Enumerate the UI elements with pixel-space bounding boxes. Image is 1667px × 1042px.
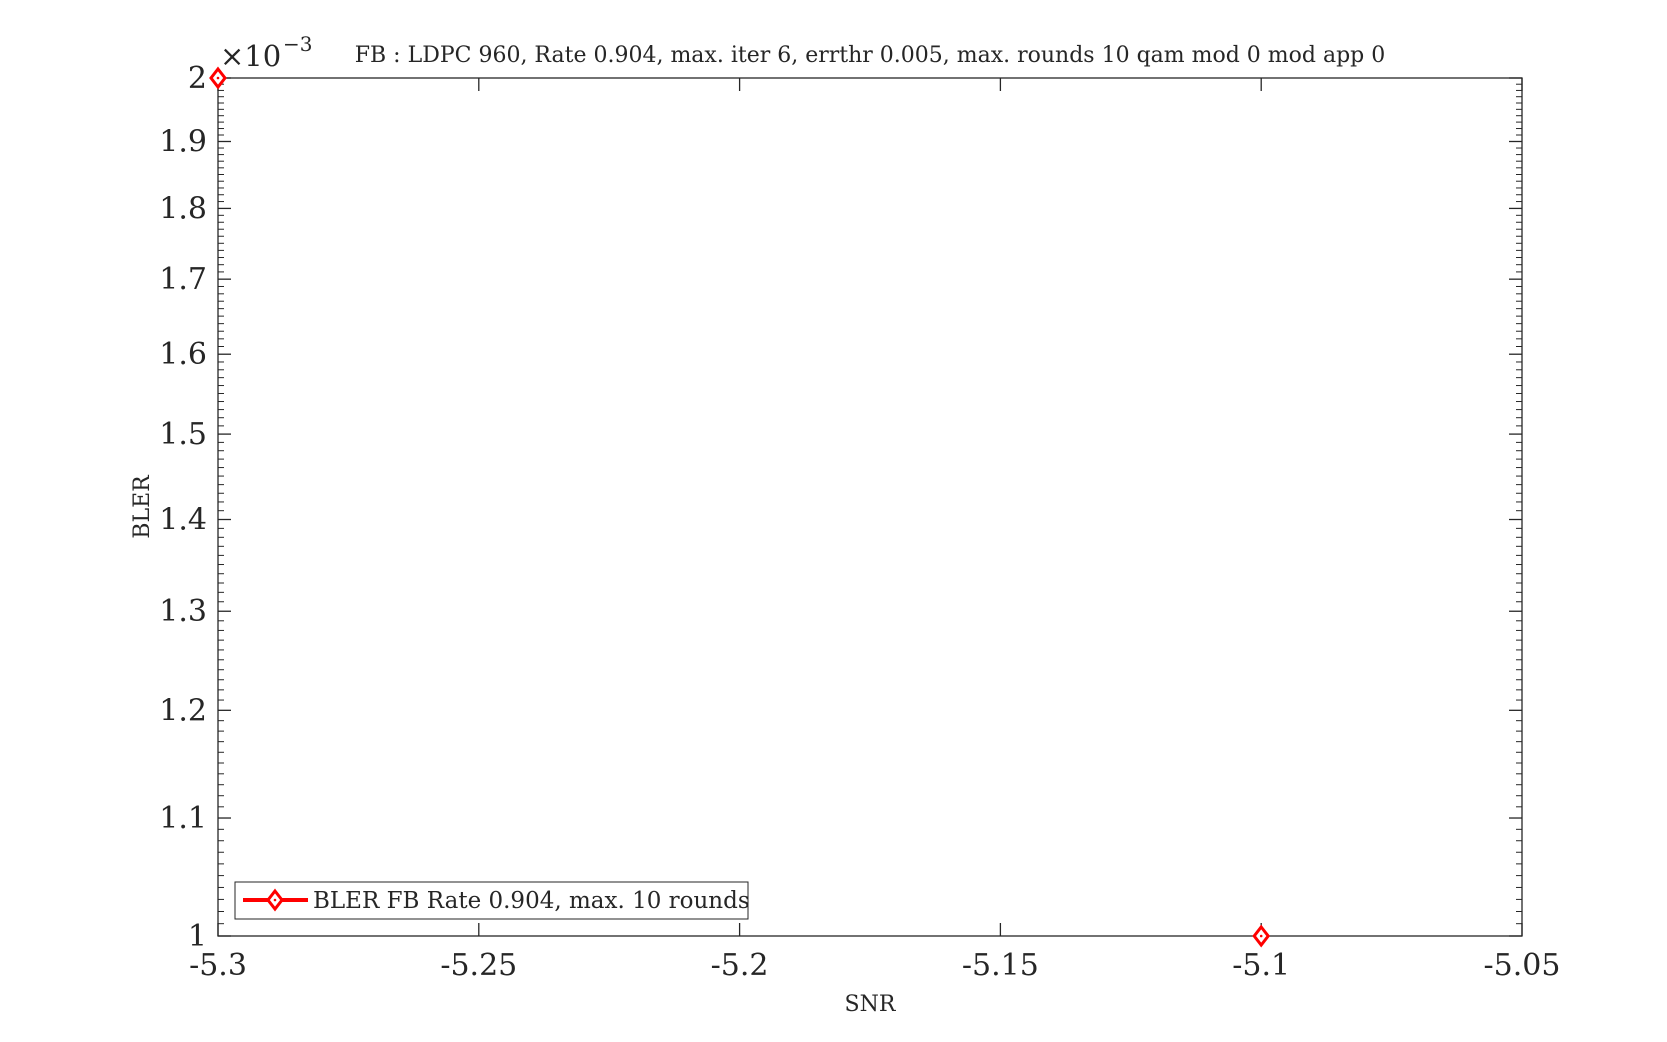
y-tick-label: 1.4 [159, 503, 207, 538]
y-exponent-power: −3 [283, 32, 312, 56]
series-layer [209, 66, 1271, 948]
y-tick-labels: 1 1.1 1.2 1.3 1.4 1.5 1.6 1.7 1.8 1.9 2 [159, 61, 207, 954]
plot-area [218, 78, 1522, 936]
x-tick-labels: -5.3 -5.25 -5.2 -5.15 -5.1 -5.05 [189, 948, 1560, 983]
y-tick-label: 2 [188, 61, 207, 96]
x-tick-label: -5.05 [1484, 948, 1561, 983]
y-tick-label: 1.7 [159, 262, 207, 297]
y-tick-label: 1.1 [159, 801, 207, 836]
y-tick-label: 1.2 [159, 693, 207, 728]
legend-box [234, 881, 749, 920]
y-tick-label: 1.8 [159, 191, 207, 226]
minor-ticks [218, 83, 1522, 925]
y-axis-label: BLER [130, 474, 155, 539]
data-point-center [216, 76, 220, 80]
y-exponent-multiplier: ×10 −3 [220, 32, 312, 73]
chart-title: FB : LDPC 960, Rate 0.904, max. iter 6, … [355, 43, 1386, 68]
x-tick-label: -5.15 [962, 948, 1039, 983]
x-tick-label: -5.2 [711, 948, 769, 983]
y-tick-label: 1 [188, 919, 207, 954]
legend-label: BLER FB Rate 0.904, max. 10 rounds [313, 888, 750, 914]
data-point-center [1259, 934, 1263, 938]
legend: BLER FB Rate 0.904, max. 10 rounds [234, 881, 750, 920]
x-tick-label: -5.3 [189, 948, 247, 983]
y-tick-label: 1.3 [159, 594, 207, 629]
y-tick-label: 1.5 [159, 417, 207, 452]
y-tick-label: 1.6 [159, 337, 207, 372]
x-tick-label: -5.25 [440, 948, 517, 983]
y-exponent-base: ×10 [220, 39, 281, 73]
plot-frame [217, 77, 1523, 937]
x-axis-label: SNR [845, 992, 897, 1017]
legend-marker-dot [273, 898, 277, 902]
x-tick-label: -5.1 [1232, 948, 1290, 983]
y-tick-label: 1.9 [159, 124, 207, 159]
